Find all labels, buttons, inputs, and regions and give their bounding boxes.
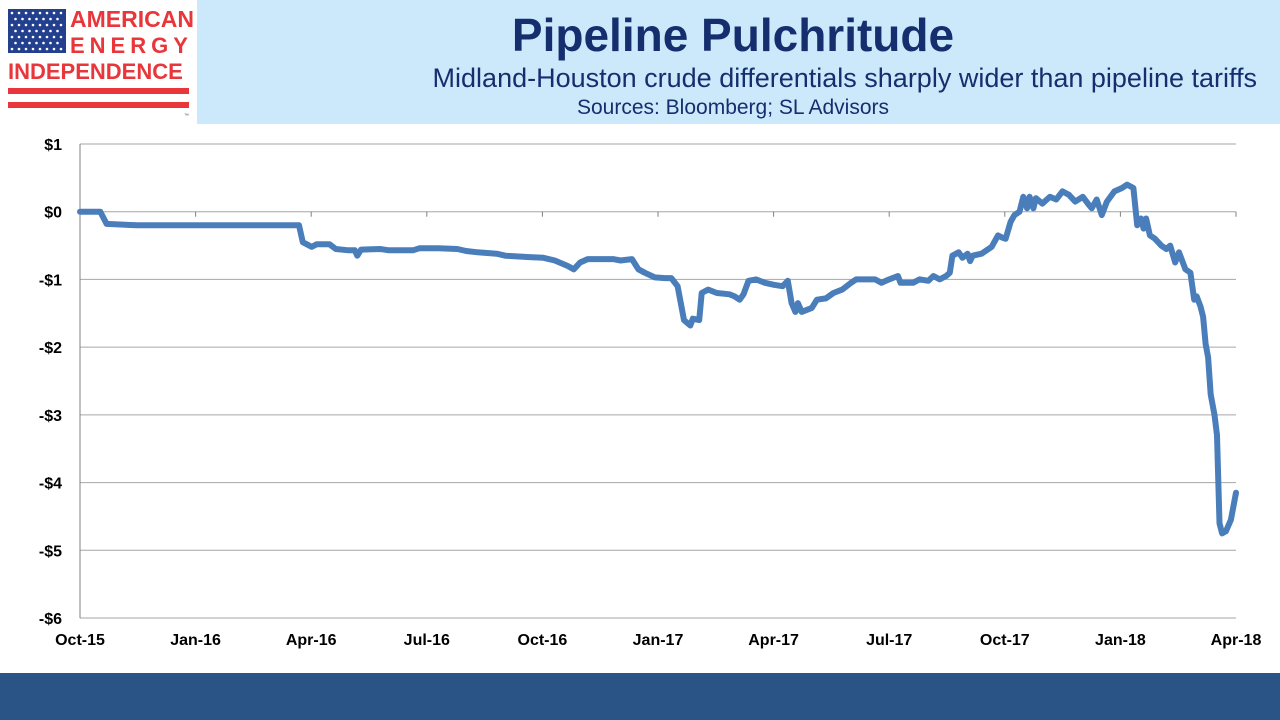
flag-star (14, 29, 17, 33)
flag-star (28, 17, 31, 21)
flag-star (49, 17, 52, 21)
header-banner: Pipeline Pulchritude Midland-Houston cru… (197, 0, 1280, 124)
y-tick-label: -$5 (39, 543, 62, 560)
y-tick-label: -$4 (39, 476, 62, 493)
flag-star (21, 41, 24, 45)
flag-star (38, 23, 42, 27)
flag-star (14, 41, 17, 45)
page-title: Pipeline Pulchritude (511, 9, 955, 61)
flag-star (59, 23, 63, 27)
flag-star (52, 11, 56, 15)
x-tick-label: Jul-16 (404, 632, 450, 649)
flag-star (52, 23, 56, 27)
flag-star (10, 11, 14, 15)
flag-star (10, 35, 14, 39)
footer-bar (0, 673, 1280, 720)
flag-star (56, 41, 59, 45)
logo-text-american: AMERICAN (70, 6, 194, 32)
x-tick-label: Jan-17 (633, 632, 684, 649)
flag-star (49, 41, 52, 45)
y-tick-label: -$6 (39, 611, 62, 628)
flag-star (35, 29, 38, 33)
flag-star (42, 41, 45, 45)
flag-star (45, 35, 49, 39)
flag-star (49, 29, 52, 33)
flag-star (59, 11, 63, 15)
series-line-differential (77, 181, 1239, 537)
flag-star (24, 47, 28, 51)
x-tick-label: Jul-17 (866, 632, 912, 649)
y-tick-label: $1 (44, 137, 62, 154)
x-axis-tick-labels: Oct-15 Jan-16 Apr-16 Jul-16 Oct-16 Jan-17 Apr-… (55, 632, 1261, 649)
flag-star (10, 47, 14, 51)
flag-star (42, 29, 45, 33)
flag-star (28, 29, 31, 33)
x-tick-label: Apr-18 (1211, 632, 1262, 649)
flag-star (17, 35, 21, 39)
x-tick-label: Oct-17 (980, 632, 1030, 649)
flag-star (21, 29, 24, 33)
flag-star (35, 17, 38, 21)
flag-star (17, 11, 21, 15)
y-tick-label: $0 (44, 205, 62, 222)
flag-star (38, 35, 42, 39)
flag-star (42, 17, 45, 21)
flag-star (45, 11, 49, 15)
y-tick-label: -$1 (39, 272, 62, 289)
logo-stripe (8, 102, 189, 108)
flag-star (38, 11, 42, 15)
line-chart: $1 $0 -$1 -$2 -$3 -$4 -$5 -$6 Oct-15 Jan-16 Apr-1… (39, 137, 1262, 649)
flag-star (31, 23, 35, 27)
flag-star (59, 35, 63, 39)
x-tick-label: Jan-16 (170, 632, 221, 649)
flag-star (59, 47, 63, 51)
x-tick-label: Oct-15 (55, 632, 105, 649)
page-subtitle: Midland-Houston crude differentials shar… (432, 63, 1257, 93)
flag-star (14, 17, 17, 21)
y-tick-label: -$2 (39, 340, 62, 357)
x-tick-label: Apr-16 (286, 632, 337, 649)
flag-star (21, 17, 24, 21)
y-axis-tick-labels: $1 $0 -$1 -$2 -$3 -$4 -$5 -$6 (39, 137, 62, 628)
flag-star (28, 41, 31, 45)
flag-star (24, 11, 28, 15)
x-tick-label: Jan-18 (1095, 632, 1146, 649)
flag-star (31, 35, 35, 39)
logo-text-independence: INDEPENDENCE (8, 59, 183, 84)
flag-star (10, 23, 14, 27)
flag-star (56, 17, 59, 21)
axes (79, 144, 1237, 618)
series-layer (77, 181, 1239, 537)
trademark-mark: ™ (184, 113, 189, 119)
flag-star (45, 23, 49, 27)
flag-star (35, 41, 38, 45)
flag-star (52, 35, 56, 39)
flag-star (24, 23, 28, 27)
y-tick-label: -$3 (39, 408, 62, 425)
flag-star (31, 11, 35, 15)
flag-star (38, 47, 42, 51)
flag-star (31, 47, 35, 51)
logo-text-energy: ENERGY (70, 33, 193, 58)
flag-star (17, 47, 21, 51)
x-tick-label: Apr-17 (748, 632, 799, 649)
flag-star (56, 29, 59, 33)
sources-note: Sources: Bloomberg; SL Advisors (576, 96, 890, 119)
logo: AMERICAN ENERGY INDEPENDENCE ™ (0, 0, 197, 124)
logo-stripe (8, 88, 189, 94)
flag-star (17, 23, 21, 27)
flag-star (45, 47, 49, 51)
us-flag-icon (8, 9, 66, 53)
flag-star (24, 35, 28, 39)
x-tick-label: Oct-16 (518, 632, 568, 649)
flag-star (52, 47, 56, 51)
